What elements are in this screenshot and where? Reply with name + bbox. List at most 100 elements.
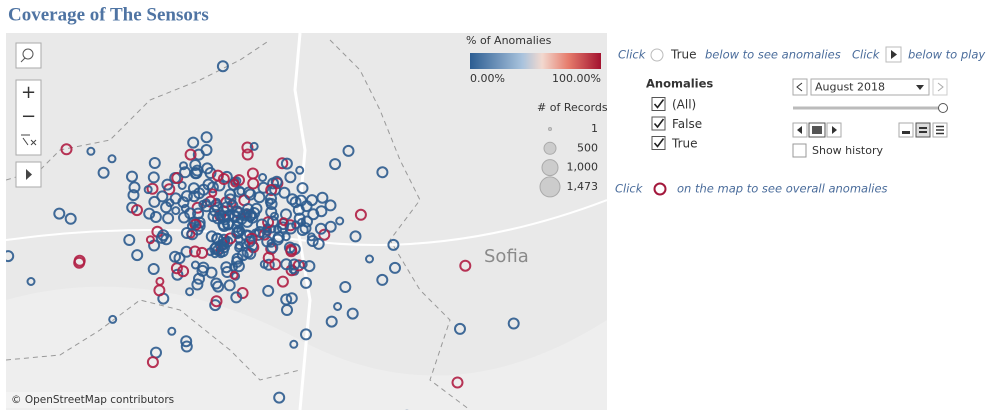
sensor-point[interactable] (3, 250, 15, 263)
sensor-point[interactable] (205, 230, 218, 243)
sensor-point[interactable] (147, 171, 160, 184)
sensor-point[interactable] (220, 237, 230, 247)
sensor-point[interactable] (161, 178, 174, 191)
sensor-point[interactable] (451, 376, 464, 389)
sensor-point[interactable] (146, 356, 159, 369)
sensor-point[interactable] (365, 254, 374, 264)
sensor-point[interactable] (266, 215, 279, 228)
sensor-point[interactable] (155, 231, 168, 244)
sensor-point[interactable] (60, 143, 73, 156)
sensor-point[interactable] (97, 166, 110, 179)
sensor-point[interactable] (149, 211, 162, 223)
sensor-point[interactable] (339, 281, 352, 293)
speed-slow[interactable] (898, 122, 914, 138)
sensor-point[interactable] (171, 206, 181, 216)
sensor-point[interactable] (127, 189, 140, 202)
sensor-point[interactable] (241, 246, 254, 259)
sensor-point[interactable] (318, 228, 331, 241)
sensor-point[interactable] (286, 193, 299, 206)
sensor-point[interactable] (276, 157, 289, 170)
sensor-point[interactable] (167, 326, 177, 336)
sensor-point[interactable] (185, 287, 195, 297)
sensor-point[interactable] (180, 335, 193, 348)
sensor-point[interactable] (300, 276, 312, 289)
sensor-point[interactable] (179, 166, 192, 179)
sensor-point[interactable] (173, 252, 186, 265)
sensor-point[interactable] (232, 260, 245, 273)
sensor-point[interactable] (273, 391, 286, 404)
sensor-point[interactable] (264, 197, 274, 207)
sensor-point[interactable] (289, 339, 299, 349)
sensor-point[interactable] (145, 235, 155, 245)
sensor-point[interactable] (280, 157, 293, 170)
sensor-point[interactable] (270, 211, 279, 221)
sensor-point[interactable] (222, 209, 235, 222)
sensor-point[interactable] (389, 261, 401, 274)
speed-medium[interactable] (915, 122, 931, 138)
sensor-point[interactable] (289, 196, 302, 209)
sensor-point[interactable] (153, 284, 166, 297)
sensor-point[interactable] (285, 292, 298, 305)
sensor-point[interactable] (258, 173, 268, 182)
sensor-point[interactable] (306, 235, 319, 247)
sensor-point[interactable] (255, 218, 268, 231)
sensor-point[interactable] (301, 215, 313, 228)
sensor-point[interactable] (316, 191, 329, 204)
sensor-point[interactable] (180, 227, 193, 239)
sensor-point[interactable] (297, 217, 307, 227)
sensor-point[interactable] (196, 246, 209, 259)
reset-icon[interactable] (21, 134, 37, 146)
sensor-point[interactable] (86, 146, 96, 156)
sensor-point[interactable] (262, 258, 275, 271)
sensor-point[interactable] (126, 170, 138, 183)
sensor-point[interactable] (346, 307, 359, 320)
sensor-point[interactable] (216, 245, 229, 258)
sensor-point[interactable] (236, 186, 246, 196)
sensor-point[interactable] (156, 190, 169, 203)
sensor-point[interactable] (131, 249, 144, 262)
sensor-point[interactable] (196, 264, 209, 277)
sensor-point[interactable] (262, 216, 275, 229)
show-history-checkbox[interactable] (792, 143, 807, 158)
sensor-point[interactable] (186, 221, 196, 231)
sensor-point[interactable] (276, 221, 289, 234)
sensor-point[interactable] (210, 295, 223, 308)
sensor-point[interactable] (230, 178, 240, 188)
sensor-point[interactable] (123, 234, 136, 246)
sensor-point[interactable] (53, 207, 66, 220)
sensor-point[interactable] (279, 217, 289, 227)
sensor-point[interactable] (284, 171, 297, 184)
sensor-point[interactable] (190, 260, 200, 270)
sensor-point[interactable] (180, 245, 193, 258)
sensor-point[interactable] (184, 148, 197, 161)
sensor-point[interactable] (280, 258, 293, 271)
sensor-point[interactable] (143, 207, 156, 220)
page-dropdown[interactable] (810, 78, 930, 96)
sensor-point[interactable] (285, 245, 298, 258)
sensor-point[interactable] (201, 162, 214, 175)
prev-button[interactable] (792, 78, 808, 96)
sensor-point[interactable] (232, 224, 245, 237)
sensor-point[interactable] (298, 260, 308, 269)
sensor-point[interactable] (312, 237, 325, 250)
sensor-point[interactable] (143, 185, 153, 195)
sensor-point[interactable] (262, 284, 275, 297)
sensor-point[interactable] (335, 216, 345, 226)
sensor-point[interactable] (64, 212, 77, 225)
sensor-point[interactable] (216, 60, 229, 73)
sensor-point[interactable] (223, 279, 236, 292)
sensor-point[interactable] (200, 131, 213, 144)
sensor-point[interactable] (265, 192, 277, 205)
sensor-point[interactable] (197, 183, 210, 196)
sensor-point[interactable] (249, 141, 259, 151)
sensor-point[interactable] (280, 293, 293, 306)
sensor-point[interactable] (315, 205, 328, 218)
sensor-point[interactable] (229, 270, 239, 280)
slider-handle[interactable] (938, 103, 948, 113)
sensor-point[interactable] (148, 157, 161, 169)
sensor-point[interactable] (108, 314, 118, 324)
sensor-point[interactable] (212, 280, 225, 293)
sensor-point[interactable] (245, 232, 258, 245)
sensor-point[interactable] (211, 169, 224, 182)
sensor-point[interactable] (349, 230, 362, 243)
